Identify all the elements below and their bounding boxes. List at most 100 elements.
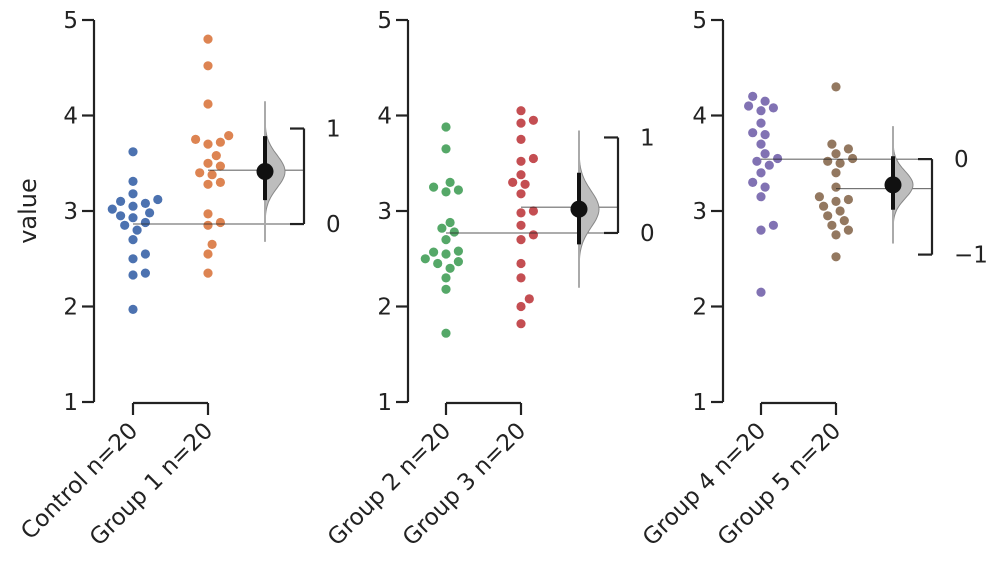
data-point bbox=[756, 192, 766, 202]
data-point bbox=[831, 168, 841, 178]
diff-tick-label: 1 bbox=[326, 117, 341, 143]
data-point bbox=[835, 158, 845, 168]
data-point bbox=[748, 91, 758, 101]
data-point bbox=[528, 115, 539, 125]
data-point bbox=[528, 206, 539, 216]
data-point bbox=[843, 144, 854, 154]
data-point bbox=[441, 328, 451, 338]
data-point bbox=[441, 144, 451, 154]
data-point bbox=[744, 101, 754, 111]
data-point bbox=[441, 235, 451, 245]
data-point bbox=[145, 208, 155, 218]
data-point bbox=[420, 254, 430, 264]
data-point bbox=[516, 258, 526, 269]
data-point bbox=[128, 176, 138, 186]
data-point bbox=[827, 139, 837, 149]
data-point bbox=[441, 273, 451, 283]
data-point bbox=[756, 225, 766, 235]
data-point bbox=[843, 194, 854, 205]
data-point bbox=[760, 182, 770, 192]
data-point bbox=[453, 246, 463, 256]
y-tick-label: 3 bbox=[63, 199, 78, 225]
y-tick-label: 2 bbox=[377, 295, 392, 321]
data-point bbox=[748, 128, 758, 138]
data-point bbox=[215, 217, 225, 228]
data-point bbox=[203, 220, 213, 230]
data-point bbox=[752, 156, 762, 166]
data-point bbox=[823, 156, 833, 166]
data-point bbox=[441, 187, 451, 197]
data-point bbox=[433, 258, 443, 269]
data-point bbox=[203, 34, 213, 44]
data-point bbox=[453, 257, 463, 267]
data-point bbox=[835, 206, 845, 216]
data-point bbox=[764, 160, 774, 170]
y-tick-label: 3 bbox=[692, 199, 707, 225]
data-point bbox=[128, 304, 138, 314]
data-point bbox=[528, 153, 539, 164]
data-point bbox=[437, 223, 447, 233]
data-point bbox=[843, 225, 854, 235]
data-point bbox=[756, 106, 766, 116]
data-point bbox=[823, 211, 833, 221]
data-point bbox=[528, 230, 539, 240]
data-point bbox=[116, 196, 126, 206]
data-point bbox=[128, 235, 138, 245]
data-point bbox=[140, 217, 150, 228]
y-tick-label: 5 bbox=[692, 8, 707, 34]
data-point bbox=[756, 139, 766, 149]
data-point bbox=[445, 263, 455, 273]
y-axis-label: value bbox=[14, 178, 42, 244]
data-point bbox=[453, 185, 463, 195]
data-point bbox=[203, 158, 213, 168]
data-point bbox=[768, 103, 779, 113]
data-point bbox=[211, 151, 221, 161]
data-point bbox=[224, 131, 234, 141]
effect-size-point bbox=[256, 163, 274, 181]
data-point bbox=[128, 270, 138, 280]
diff-tick-label: 1 bbox=[640, 125, 655, 151]
data-point bbox=[203, 249, 213, 259]
y-tick-label: 2 bbox=[692, 295, 707, 321]
data-point bbox=[140, 198, 150, 208]
data-point bbox=[203, 268, 213, 278]
data-point bbox=[814, 192, 825, 202]
data-point bbox=[516, 118, 526, 128]
data-point bbox=[516, 134, 526, 144]
data-point bbox=[153, 194, 163, 205]
data-point bbox=[441, 284, 451, 294]
y-tick-label: 1 bbox=[377, 390, 392, 416]
data-point bbox=[516, 208, 526, 218]
data-point bbox=[445, 217, 455, 228]
data-point bbox=[449, 227, 459, 237]
data-point bbox=[429, 182, 439, 192]
data-point bbox=[441, 249, 451, 259]
y-tick-label: 5 bbox=[63, 8, 78, 34]
data-point bbox=[760, 149, 770, 159]
data-point bbox=[819, 201, 829, 211]
data-point bbox=[516, 106, 526, 116]
data-point bbox=[516, 156, 526, 166]
data-point bbox=[140, 268, 150, 278]
data-point bbox=[756, 287, 766, 297]
data-point bbox=[773, 153, 783, 164]
data-point bbox=[516, 273, 526, 283]
y-tick-label: 4 bbox=[692, 104, 707, 130]
data-point bbox=[756, 168, 766, 178]
data-point bbox=[516, 220, 526, 230]
y-tick-label: 4 bbox=[63, 104, 78, 130]
data-point bbox=[195, 168, 205, 178]
data-point bbox=[441, 122, 451, 132]
diff-tick-label: 0 bbox=[954, 147, 969, 173]
diff-tick-label: −1 bbox=[954, 243, 988, 269]
data-point bbox=[831, 196, 841, 206]
data-point bbox=[128, 189, 138, 199]
y-tick-label: 1 bbox=[63, 390, 78, 416]
data-point bbox=[116, 211, 126, 221]
data-point bbox=[831, 82, 841, 92]
data-point bbox=[203, 99, 213, 109]
data-point bbox=[516, 170, 526, 180]
data-point bbox=[831, 252, 841, 262]
